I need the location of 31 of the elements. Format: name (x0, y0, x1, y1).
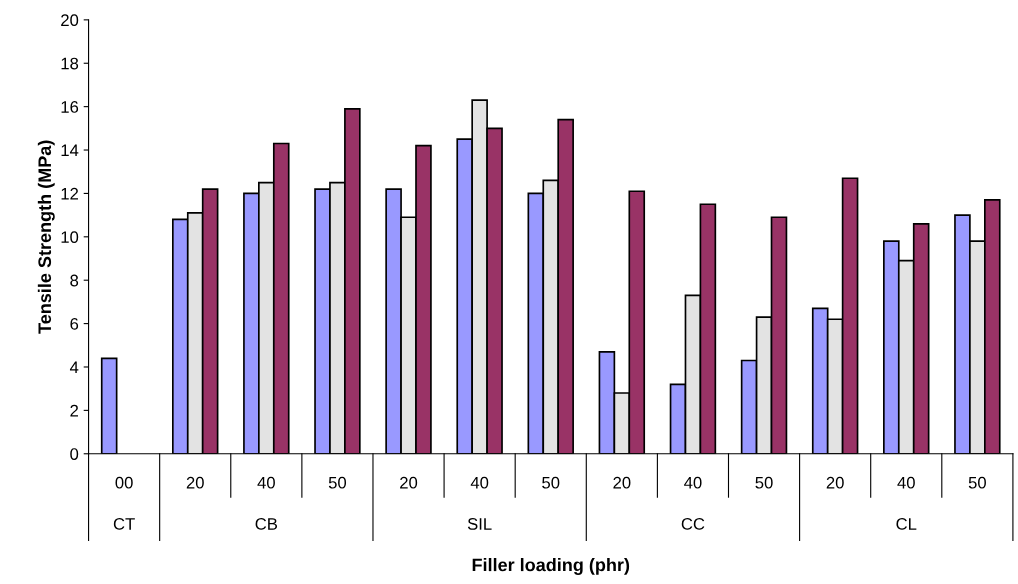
y-tick-label: 14 (61, 144, 79, 157)
y-tick-label: 12 (61, 187, 79, 200)
y-tick-label: 6 (70, 318, 79, 330)
x-tick-label: 00 (115, 476, 133, 489)
y-tick-label: 10 (61, 231, 79, 244)
x-tick-label: 40 (257, 476, 275, 489)
y-tick-label: 0 (70, 448, 79, 460)
x-tick-label: 50 (755, 476, 773, 489)
text: CB (255, 518, 278, 530)
x-tick-label: 20 (186, 476, 204, 489)
x-tick-label: 40 (897, 476, 915, 489)
y-tick-label: 8 (70, 274, 79, 287)
x-tick-label: 20 (400, 476, 418, 489)
y-tick-label: 16 (61, 101, 79, 113)
text: CT (113, 518, 135, 530)
x-tick-label: 50 (542, 476, 560, 489)
text: SIL (467, 518, 492, 530)
y-axis-title: Tensile Strength (MPa) (37, 140, 55, 334)
y-tick-label: 4 (69, 361, 79, 374)
y-tick-label: 2 (70, 404, 79, 417)
x-tick-label: 20 (613, 476, 631, 489)
text: CL (896, 518, 917, 530)
x-tick-label: 50 (328, 476, 347, 489)
text: CC (681, 518, 705, 530)
x-tick-label: 20 (826, 476, 844, 489)
x-tick-label: 50 (968, 476, 986, 489)
y-tick-label: 20 (61, 14, 79, 27)
x-tick-label: 40 (470, 476, 489, 489)
x-axis-title: Filler loading (phr) (472, 558, 630, 575)
x-tick-label: 40 (684, 476, 702, 489)
y-tick-label: 18 (61, 57, 79, 70)
